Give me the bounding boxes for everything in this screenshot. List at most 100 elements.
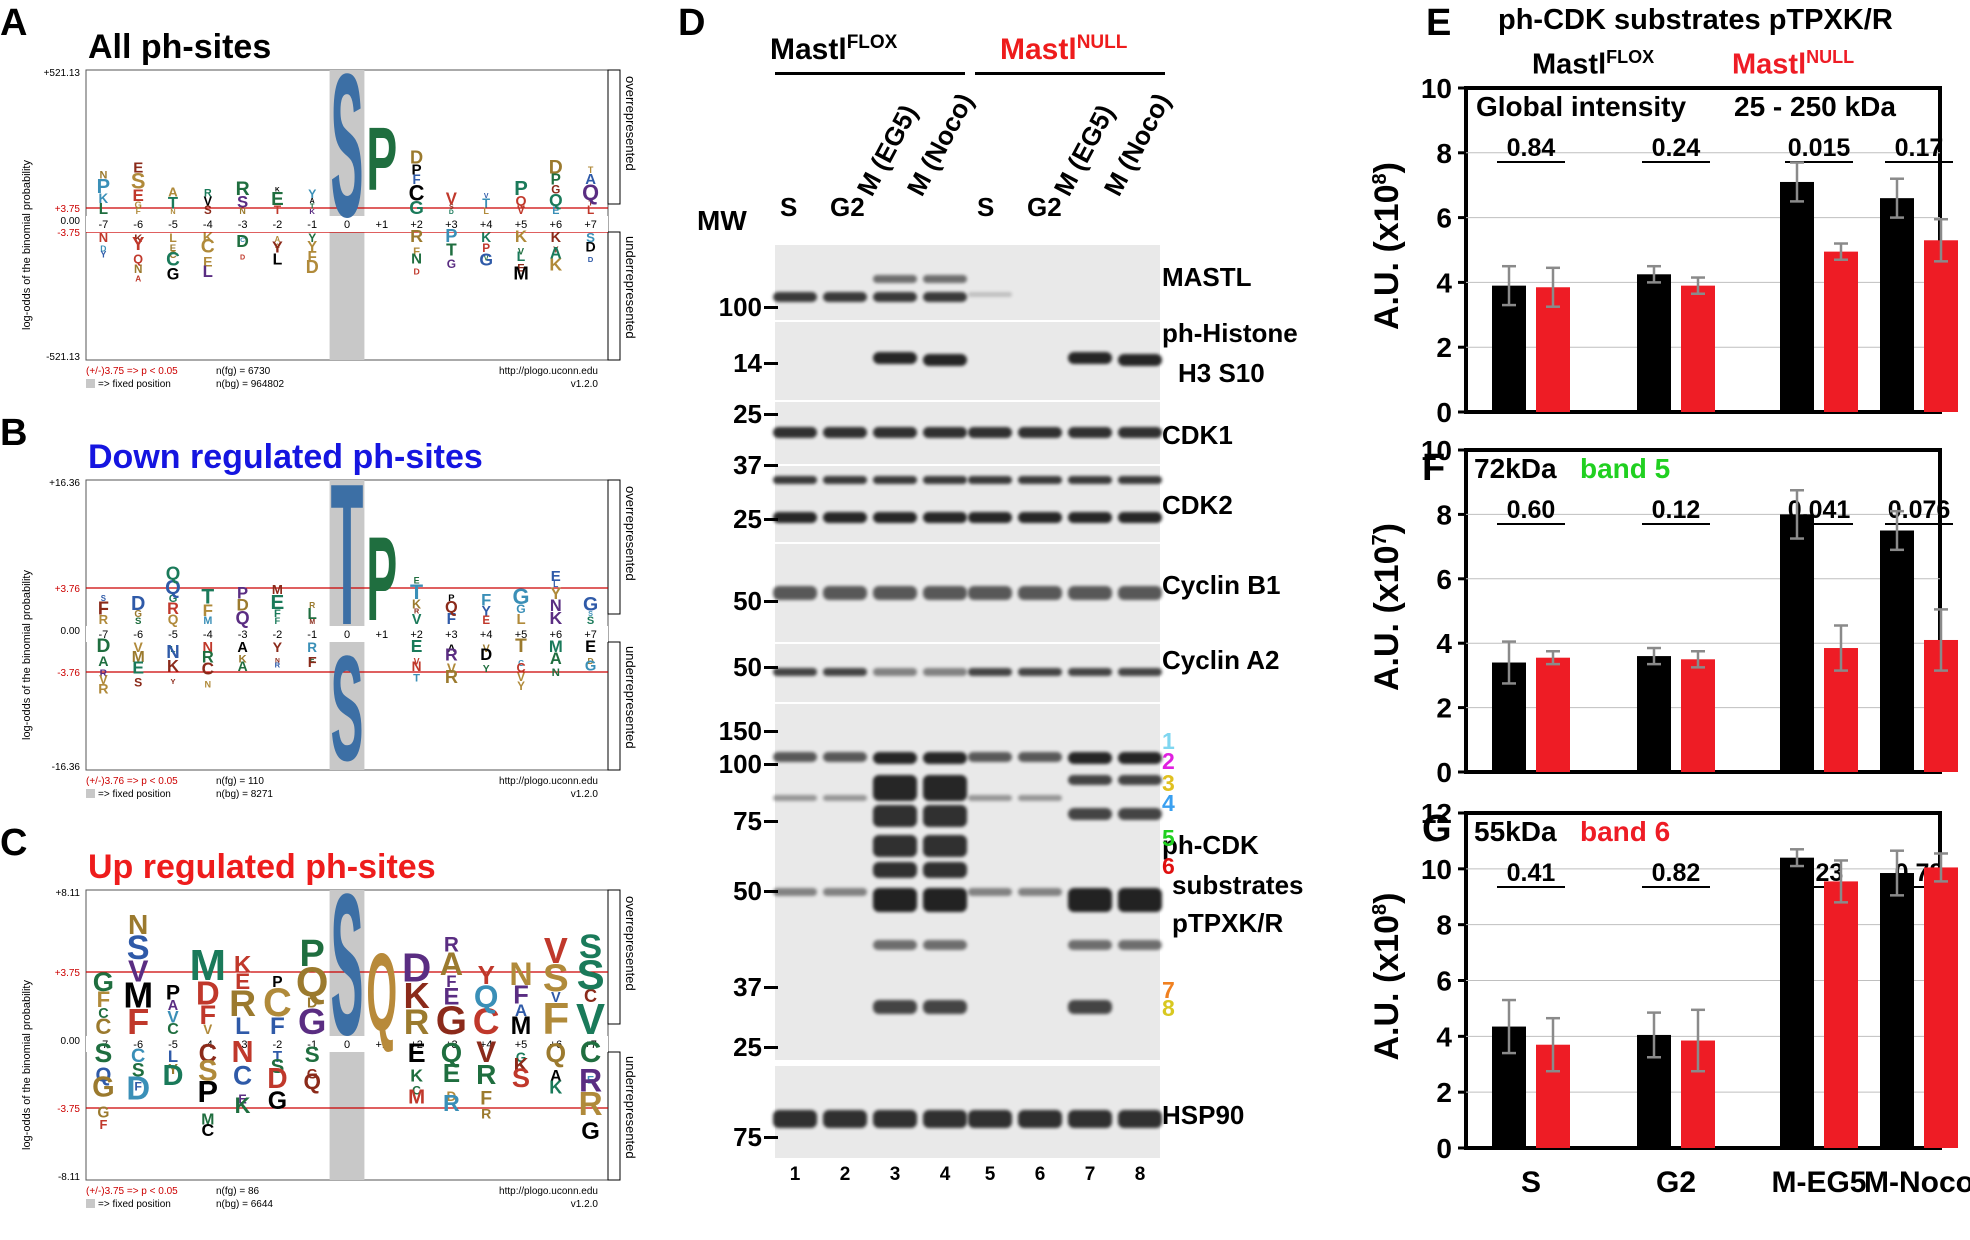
logo-residue: Y (308, 187, 317, 201)
blot-band (923, 292, 967, 302)
logo-residue: T (273, 1049, 283, 1066)
bar-panel-title: ph-CDK substrates pTPXK/R (1498, 4, 1893, 36)
logo-residue: T (413, 672, 420, 684)
blot-band (1018, 512, 1062, 523)
logo-residue: Y (553, 245, 559, 255)
logo-yaxis-label: log-odds of the binomial probability (21, 570, 33, 740)
logo-residue: Y (307, 238, 317, 255)
logo-residue: E (551, 568, 561, 585)
logo-residue: L (517, 248, 526, 264)
logo-residue: Q (303, 1069, 320, 1094)
lane-number: 2 (839, 1164, 851, 1185)
logo-residue: P (198, 1074, 219, 1109)
logo-residue: C (201, 235, 215, 257)
blot-band (923, 586, 967, 600)
blot-band (873, 888, 917, 912)
logo-residue: F (413, 246, 420, 258)
logo-residue: D (131, 593, 145, 615)
mw-tick (764, 518, 778, 521)
logo-residue: S (132, 1060, 145, 1081)
logo-residue: A (275, 243, 280, 250)
blot-band (923, 668, 967, 676)
bar-null (1536, 657, 1570, 772)
y-tick-label: 10 (1421, 854, 1452, 885)
logo-residue: R (229, 982, 256, 1024)
logo-residue: N (205, 679, 212, 689)
logo-residue: F (308, 655, 317, 671)
blot-band (873, 940, 917, 950)
logo-residue: M (123, 975, 153, 1015)
logo-residue: F (275, 616, 281, 626)
logo-residue: C (233, 1060, 252, 1090)
logo-position: +6 (550, 1039, 563, 1051)
blot-band (1068, 940, 1112, 950)
logo-residue: L (516, 611, 525, 628)
blot-band (968, 512, 1012, 523)
logo-residue: M (511, 1013, 532, 1040)
logo-residue: N (412, 659, 422, 674)
blot-band (773, 888, 817, 896)
logo-residue: F (274, 608, 281, 620)
logo-residue: G (516, 1050, 527, 1065)
logo-ymax: +16.36 (49, 478, 80, 489)
blot-band (1118, 888, 1162, 912)
logo-position: -7 (99, 219, 109, 231)
blot-band (923, 835, 967, 857)
logo-residue: K (239, 654, 248, 666)
logo-residue: V (544, 931, 568, 971)
logo-residue: C (473, 1000, 500, 1042)
logo-residue: K (549, 1077, 562, 1097)
blot-label: MASTL (1162, 262, 1252, 292)
blot-band (773, 1110, 817, 1128)
logo-residue: D (402, 945, 431, 991)
logo-residue: N (166, 641, 179, 662)
mw-marker: 75 (733, 806, 762, 836)
logo-residue: L (168, 1047, 178, 1066)
blot-band (923, 775, 967, 801)
logo-residue: A (310, 198, 315, 205)
logo-ymin: -16.36 (52, 762, 81, 773)
blot-band (1068, 586, 1112, 600)
logo-position: -2 (273, 1039, 283, 1051)
logo-residue: D (306, 257, 319, 277)
sequence-logo-c: overrepresented underrepresented log-odds … (21, 880, 638, 1210)
logo-ymin: -521.13 (46, 352, 80, 363)
logo-residue: P (445, 225, 457, 246)
logo-residue: V (484, 193, 489, 200)
logo-residue: M (513, 263, 528, 284)
panel-letter-a: A (0, 2, 28, 44)
p-value: 0.82 (1652, 859, 1701, 887)
logo-residue: K (234, 951, 252, 978)
logo-residue: C (580, 1036, 601, 1069)
blot-strip (775, 245, 1160, 320)
logo-residue: A (135, 274, 141, 283)
logo-position: +2 (410, 219, 423, 231)
mw-marker: 25 (733, 399, 762, 429)
logo-residue: Q (445, 599, 458, 617)
blot-label: ph-Histone (1162, 318, 1298, 348)
logo-residue: R (414, 607, 420, 616)
logo-position: -3 (238, 219, 248, 231)
blot-label: HSP90 (1162, 1100, 1245, 1130)
bar-flox (1880, 873, 1914, 1148)
sequence-logo-a: overrepresented underrepresented log-odds … (21, 60, 638, 390)
lane-number: 5 (984, 1164, 996, 1185)
logo-residue: R (98, 681, 108, 697)
logo-residue: P (97, 176, 110, 198)
y-tick-label: 0 (1436, 397, 1452, 428)
band-number: 1 (1162, 728, 1175, 754)
logo-position: +4 (480, 219, 493, 231)
blot-band (773, 795, 817, 801)
bar-charts: 0 2 4 6 8 10 A.U. (x108) Global intensity 25 - 2… (1368, 73, 1970, 1199)
y-tick-label: 6 (1436, 564, 1452, 595)
logo-residue: A (447, 643, 455, 655)
y-tick-label: 4 (1436, 628, 1452, 659)
logo-residue: M (309, 619, 315, 626)
blot-band (1068, 352, 1112, 364)
logo-residue: N (275, 657, 280, 664)
blot-label: H3 S10 (1178, 358, 1265, 388)
p-value: 0.015 (1788, 134, 1851, 162)
blot-band (823, 888, 867, 896)
logo-residue: Y (550, 585, 561, 603)
logo-residue: P (166, 980, 180, 1004)
